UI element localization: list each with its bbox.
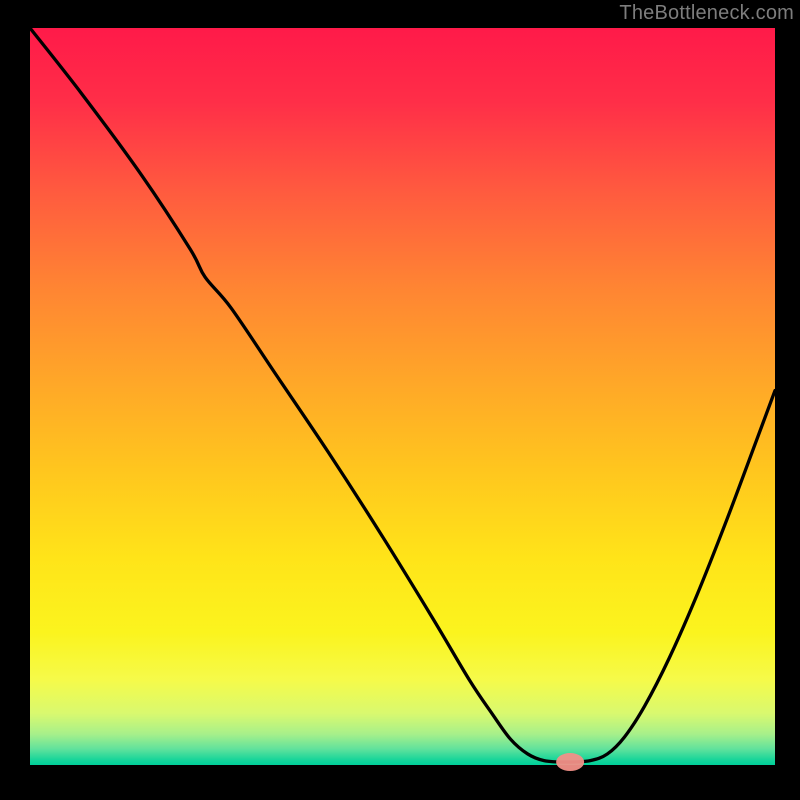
plot-area bbox=[30, 28, 775, 765]
chart-svg bbox=[0, 0, 800, 800]
bottleneck-chart: TheBottleneck.com bbox=[0, 0, 800, 800]
optimal-point-marker bbox=[556, 753, 584, 771]
watermark-text: TheBottleneck.com bbox=[619, 2, 794, 25]
